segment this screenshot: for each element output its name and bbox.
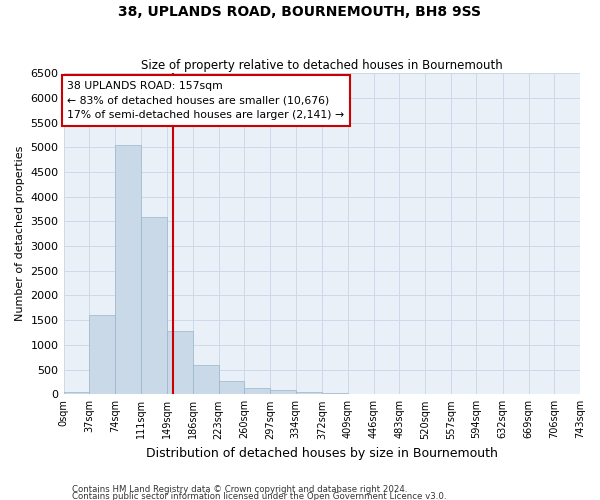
Bar: [140, 218, 167, 394]
Bar: [322, 393, 348, 394]
Y-axis label: Number of detached properties: Number of detached properties: [15, 146, 25, 322]
Text: Contains public sector information licensed under the Open Government Licence v3: Contains public sector information licen…: [72, 492, 446, 500]
X-axis label: Distribution of detached houses by size in Bournemouth: Distribution of detached houses by size …: [146, 447, 498, 460]
Bar: [244, 388, 270, 394]
Bar: [89, 316, 115, 394]
Bar: [193, 364, 218, 394]
Bar: [167, 331, 193, 394]
Bar: [115, 145, 140, 394]
Bar: [296, 392, 322, 394]
Bar: [64, 392, 89, 394]
Bar: [218, 381, 244, 394]
Title: Size of property relative to detached houses in Bournemouth: Size of property relative to detached ho…: [141, 59, 503, 72]
Text: 38 UPLANDS ROAD: 157sqm
← 83% of detached houses are smaller (10,676)
17% of sem: 38 UPLANDS ROAD: 157sqm ← 83% of detache…: [67, 80, 344, 120]
Bar: [270, 390, 296, 394]
Text: 38, UPLANDS ROAD, BOURNEMOUTH, BH8 9SS: 38, UPLANDS ROAD, BOURNEMOUTH, BH8 9SS: [119, 5, 482, 19]
Text: Contains HM Land Registry data © Crown copyright and database right 2024.: Contains HM Land Registry data © Crown c…: [72, 486, 407, 494]
